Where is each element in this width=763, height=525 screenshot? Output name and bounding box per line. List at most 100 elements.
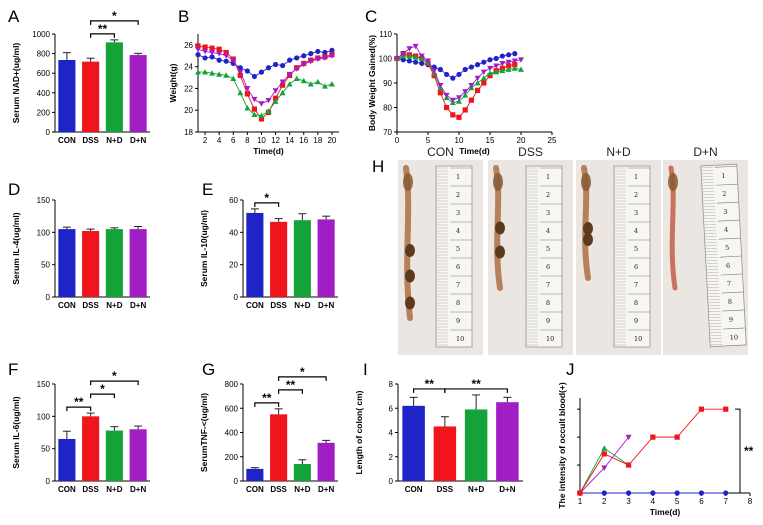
data-point bbox=[202, 69, 209, 75]
significance-label: ** bbox=[74, 395, 84, 409]
data-point bbox=[674, 490, 680, 496]
ruler-number: 1 bbox=[546, 173, 550, 181]
data-point bbox=[499, 61, 506, 67]
y-tick-label: 600 bbox=[37, 69, 51, 78]
ruler-number: 3 bbox=[456, 209, 460, 217]
bar-chart-f: F 0 50 100 150 Serum IL-6(ug/ml) CON DSS N+D D+N *… bbox=[8, 360, 150, 494]
x-tick-label: 14 bbox=[285, 136, 294, 145]
x-tick-label: 10 bbox=[257, 136, 266, 145]
series-con bbox=[577, 490, 729, 496]
data-point bbox=[244, 105, 251, 111]
x-tick-label: 2 bbox=[602, 497, 607, 506]
x-category-label: DSS bbox=[82, 136, 99, 145]
ruler: 1 2 3 4 5 6 7 8 9 10 bbox=[613, 165, 651, 348]
significance-bracket bbox=[90, 20, 139, 25]
ruler-mark bbox=[707, 301, 720, 304]
data-point bbox=[450, 112, 456, 118]
x-category-label: D+N bbox=[318, 301, 334, 310]
ruler-mark bbox=[706, 269, 719, 271]
y-tick-label: 110 bbox=[379, 30, 392, 39]
data-point bbox=[601, 451, 607, 457]
y-axis-label: Serum IL-6(ug/ml) bbox=[11, 396, 21, 468]
ruler-number: 5 bbox=[546, 245, 550, 253]
y-tick-label: 4 bbox=[389, 429, 394, 438]
data-point bbox=[216, 57, 222, 63]
x-category-label: N+D bbox=[106, 301, 122, 310]
ruler-mark bbox=[705, 257, 718, 259]
data-point bbox=[300, 77, 307, 84]
data-point bbox=[474, 80, 481, 86]
data-point bbox=[493, 63, 500, 69]
significance-label: * bbox=[112, 369, 117, 383]
data-point bbox=[444, 71, 450, 78]
ruler-number: 4 bbox=[546, 227, 550, 235]
ruler-mark bbox=[705, 254, 718, 256]
cecum-tissue bbox=[581, 173, 591, 191]
data-point bbox=[321, 83, 328, 89]
ruler-mark bbox=[709, 340, 722, 342]
bar-con bbox=[402, 405, 425, 481]
x-category-label: N+D bbox=[106, 136, 122, 145]
ruler-number: 4 bbox=[456, 227, 460, 235]
ruler-mark bbox=[707, 298, 720, 301]
x-tick-label: 15 bbox=[486, 136, 495, 145]
data-point bbox=[328, 81, 335, 87]
series-line bbox=[198, 71, 333, 117]
y-tick-label: 8 bbox=[389, 380, 394, 389]
ruler-number: 10 bbox=[730, 333, 739, 341]
y-axis-label: SerumTNF-<(ug/ml) bbox=[199, 393, 209, 472]
ruler-mark bbox=[704, 236, 717, 238]
ruler-division bbox=[721, 291, 744, 294]
ruler-number: 1 bbox=[456, 173, 460, 181]
significance-bracket bbox=[278, 389, 303, 394]
ruler-division bbox=[717, 219, 740, 222]
ruler-mark bbox=[706, 272, 719, 274]
panel-label: E bbox=[202, 180, 213, 199]
ruler-mark bbox=[701, 188, 714, 190]
x-axis-label: Time(d) bbox=[650, 507, 681, 517]
x-category-label: CON bbox=[246, 301, 264, 310]
ruler-mark bbox=[701, 170, 714, 172]
data-point bbox=[437, 66, 443, 73]
data-point bbox=[443, 92, 450, 99]
data-point bbox=[493, 68, 500, 75]
data-point bbox=[601, 445, 608, 451]
y-tick-label: 100 bbox=[37, 412, 51, 421]
panel-label: B bbox=[178, 7, 189, 26]
ruler-mark bbox=[708, 316, 721, 318]
x-category-label: D+N bbox=[130, 136, 146, 145]
data-point bbox=[468, 64, 474, 70]
y-tick-label: 100 bbox=[379, 55, 393, 64]
data-point bbox=[202, 49, 209, 55]
ruler-mark bbox=[704, 227, 717, 229]
ruler-number: 7 bbox=[546, 281, 550, 289]
significance-bracket bbox=[444, 388, 508, 393]
data-point bbox=[487, 57, 493, 63]
data-point bbox=[195, 43, 201, 49]
ruler-mark bbox=[707, 284, 720, 286]
ruler-mark bbox=[709, 325, 722, 327]
data-point bbox=[216, 46, 222, 52]
ruler-number: 2 bbox=[722, 190, 727, 198]
ruler-division bbox=[722, 309, 745, 312]
ruler-number: 3 bbox=[634, 209, 638, 217]
data-point bbox=[230, 75, 237, 82]
significance-label: * bbox=[112, 9, 117, 23]
panel-label: F bbox=[8, 360, 18, 379]
data-point bbox=[698, 490, 705, 496]
ruler-mark bbox=[707, 290, 720, 292]
ruler-mark bbox=[703, 215, 716, 217]
y-tick-label: 150 bbox=[37, 380, 51, 389]
ruler-mark bbox=[704, 239, 717, 241]
bar-chart-e: E 0 20 40 60 Serum IL-10(ug/ml) CON DSS N+D D+N * bbox=[199, 180, 338, 310]
data-point bbox=[251, 96, 258, 103]
ruler-mark bbox=[705, 251, 718, 253]
data-point bbox=[456, 95, 462, 101]
data-point bbox=[518, 57, 524, 63]
x-tick-label: 12 bbox=[271, 136, 280, 145]
x-category-label: N+D bbox=[294, 485, 310, 494]
data-point bbox=[307, 58, 314, 65]
data-point bbox=[216, 51, 223, 57]
data-point bbox=[481, 59, 487, 65]
x-category-label: N+D bbox=[468, 485, 484, 494]
